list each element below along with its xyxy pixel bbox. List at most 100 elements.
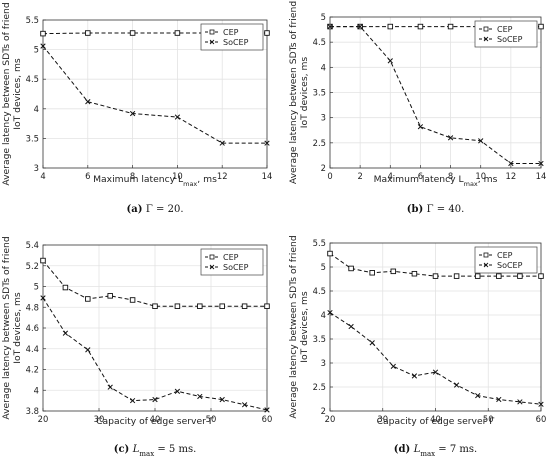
data-point-socep (85, 99, 91, 105)
data-point-socep (453, 382, 460, 388)
y-tick-label: 5.2 (26, 261, 39, 271)
x-marker-stroke (85, 347, 91, 353)
y-tick-label: 2.5 (313, 382, 326, 392)
data-point-socep (369, 340, 375, 346)
plot-frame (42, 19, 268, 169)
data-point-cep (264, 30, 270, 36)
data-point-socep (538, 401, 544, 407)
x-marker-stroke (369, 340, 375, 346)
data-point-socep (387, 58, 393, 64)
x-marker-stroke (129, 397, 136, 404)
x-axis-label: Capacity of edge server Γ (377, 416, 496, 427)
chart-panel-3: 20 30 40 50 60 2 2.5 3 3.5 4 4.5 5 5.5 Capacity of ed… (288, 235, 546, 458)
data-point-cep (496, 273, 502, 279)
legend-marker-square (483, 26, 489, 32)
data-point-cep (85, 30, 91, 36)
data-point-socep (152, 396, 158, 403)
x-marker-stroke (327, 309, 333, 316)
data-point-cep (241, 303, 248, 309)
x-marker-stroke (453, 382, 460, 388)
y-tick-label: 5.5 (26, 15, 39, 25)
x-marker-stroke (417, 124, 424, 130)
data-point-socep (327, 23, 333, 30)
data-point-cep (474, 273, 481, 279)
data-point-socep (508, 160, 514, 167)
x-tick-label: 40 (430, 414, 441, 424)
legend-label: CEP (223, 28, 239, 37)
legend-label: CEP (497, 251, 513, 260)
x-tick-label: 60 (536, 414, 547, 424)
x-marker-stroke (357, 23, 363, 30)
y-tick-label: 4.6 (26, 323, 39, 333)
x-tick-label: 10 (172, 171, 183, 181)
data-point-socep (40, 43, 46, 49)
legend-marker-x (209, 264, 215, 270)
legend-marker-x (483, 262, 489, 268)
legend-box (200, 23, 264, 51)
data-point-cep (129, 297, 136, 303)
legend-box (474, 246, 538, 274)
data-point-socep (129, 110, 136, 117)
data-point-cep (152, 303, 158, 309)
y-tick-label: 2 (321, 163, 326, 173)
y-tick-label: 4 (34, 104, 39, 114)
data-point-cep (40, 257, 46, 264)
y-tick-label: 4 (321, 310, 326, 320)
data-point-socep (475, 392, 481, 399)
data-point-cep (517, 273, 523, 279)
data-point-cep (327, 250, 333, 257)
x-tick-label: 8 (130, 171, 135, 181)
x-tick-label: 10 (475, 171, 486, 181)
x-marker-stroke (538, 401, 544, 407)
data-point-socep (348, 323, 354, 330)
x-tick-label: 20 (38, 414, 49, 424)
y-tick-label: 4.5 (26, 74, 39, 84)
y-tick-label: 3.5 (26, 133, 39, 143)
legend-label: SoCEP (497, 261, 523, 270)
x-tick-label: 6 (418, 171, 423, 181)
data-point-socep (390, 363, 396, 370)
x-marker-stroke (508, 160, 514, 167)
x-tick-label: 12 (217, 171, 228, 181)
x-tick-label: 30 (94, 414, 105, 424)
data-point-socep (129, 397, 136, 404)
y-axis-label-line2: IoT devices, ms (299, 291, 310, 363)
legend-label: CEP (497, 25, 513, 34)
data-point-cep (219, 303, 225, 309)
series-line-cep (42, 260, 267, 307)
y-axis-label-line2: IoT devices, ms (12, 58, 23, 130)
x-marker-stroke (107, 384, 113, 390)
data-point-socep (174, 114, 181, 120)
y-tick-label: 5 (34, 45, 39, 55)
x-marker-stroke (219, 140, 225, 146)
x-tick-label: 30 (377, 414, 388, 424)
data-point-cep (447, 23, 454, 30)
y-tick-label: 4 (321, 62, 326, 72)
legend-box (200, 248, 264, 276)
x-tick-label: 12 (506, 171, 517, 181)
y-axis-label-line1: Average latency between SDTs of friend (1, 2, 12, 185)
legend-label: SoCEP (223, 263, 249, 272)
y-tick-label: 3 (34, 163, 39, 173)
data-point-socep (174, 388, 181, 394)
x-tick-label: 2 (357, 171, 362, 181)
x-axis-label: Maximum latency Lmax, ms (374, 174, 498, 188)
data-point-socep (219, 140, 225, 146)
panel-caption: (b) Γ = 40. (407, 204, 465, 215)
x-marker-stroke (241, 402, 248, 408)
x-marker-stroke (327, 23, 333, 30)
data-point-cep (174, 30, 181, 36)
data-point-socep (197, 393, 203, 400)
data-point-cep (538, 23, 544, 30)
data-point-socep (357, 23, 363, 30)
data-point-cep (417, 23, 424, 30)
data-point-cep (390, 268, 397, 275)
x-marker-stroke (517, 399, 523, 405)
x-marker-stroke (387, 58, 393, 64)
